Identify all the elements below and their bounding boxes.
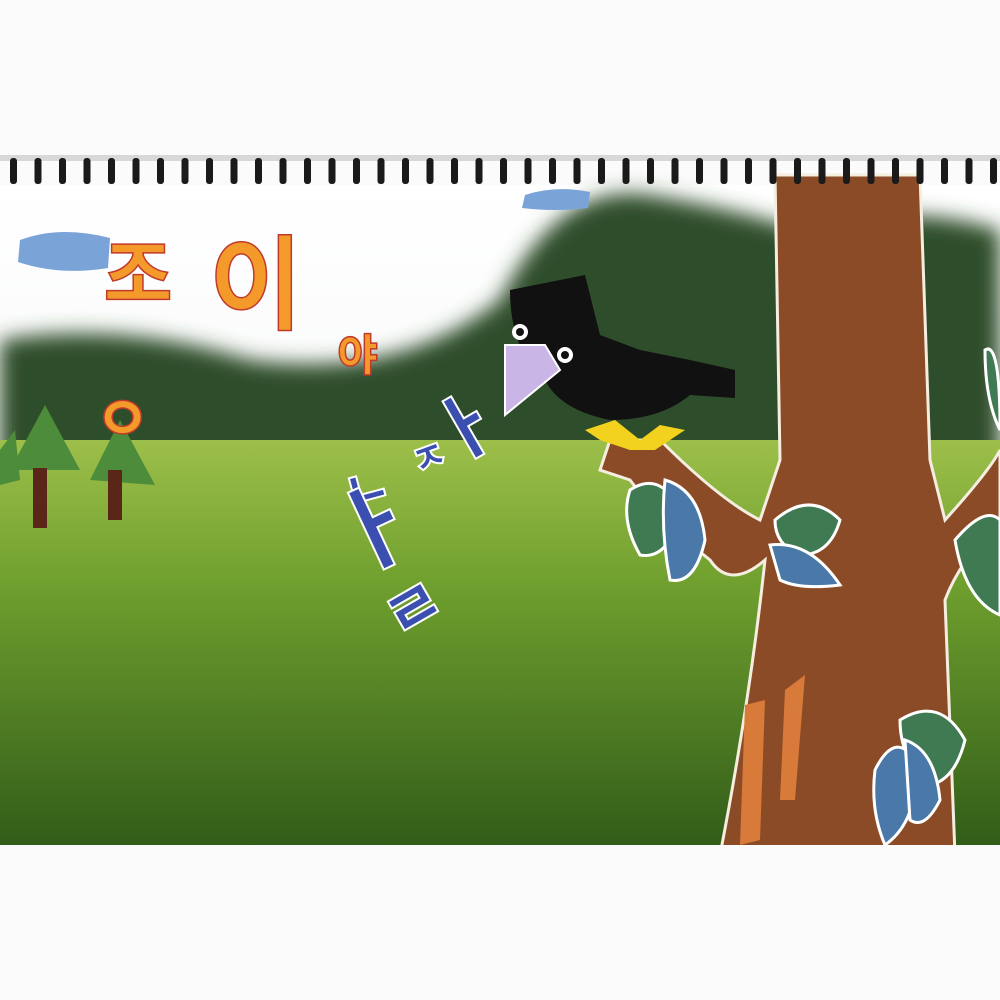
spiral-ring [745, 158, 752, 184]
spiral-ring [769, 158, 777, 184]
spiral-ring [59, 158, 66, 184]
title-letter: 조 [105, 233, 171, 317]
spiral-ring [157, 158, 164, 184]
spiral-ring [818, 158, 826, 184]
spiral-ring [304, 158, 311, 184]
cloud [18, 231, 110, 271]
spiral-ring [206, 158, 213, 184]
spiral-ring [83, 158, 91, 184]
spiral-ring [671, 158, 679, 184]
spiral-ring [451, 158, 458, 184]
binding-strip [0, 155, 1000, 161]
spiral-ring [843, 158, 850, 184]
spiral-ring [402, 158, 409, 184]
spiral-ring [10, 158, 17, 184]
spiral-ring [549, 158, 556, 184]
spiral-ring [279, 158, 287, 184]
scene [0, 173, 1000, 857]
spiral-ring [696, 158, 703, 184]
spiral-ring [34, 158, 42, 184]
spiral-ring [573, 158, 581, 184]
spiral-ring [108, 158, 115, 184]
title-letter: 야 [338, 331, 377, 380]
spiral-ring [328, 158, 336, 184]
forest [0, 193, 1000, 480]
crow [504, 275, 735, 450]
spiral-ring [916, 158, 924, 184]
title-letter: 이 [210, 227, 302, 344]
title-letter: ㅇ [95, 385, 150, 455]
leaves [625, 347, 1000, 848]
spiral-ring [255, 158, 262, 184]
spiral-ring [598, 158, 605, 184]
spiral-ring [990, 158, 997, 184]
spiral-ring [500, 158, 507, 184]
spiral-ring [622, 158, 630, 184]
spiral-ring [867, 158, 875, 184]
spiral-ring [426, 158, 434, 184]
title-letters: 조 이 야 ㅇ [94, 226, 379, 457]
spiral-ring [377, 158, 385, 184]
spiral-ring [524, 158, 532, 184]
spiral-ring [892, 158, 899, 184]
spiral-ring [794, 158, 801, 184]
spiral-ring [941, 158, 948, 184]
spiral-ring [230, 158, 238, 184]
spiral-ring [965, 158, 973, 184]
spiral-ring [647, 158, 654, 184]
spiral-ring [181, 158, 189, 184]
spiral-ring [353, 158, 360, 184]
spiral-ring [475, 158, 483, 184]
spiral-ring [720, 158, 728, 184]
spiral-binding [10, 158, 997, 184]
spiral-ring [132, 158, 140, 184]
page-edge [0, 845, 1000, 857]
small-trees [0, 405, 155, 528]
cloud [522, 189, 590, 210]
